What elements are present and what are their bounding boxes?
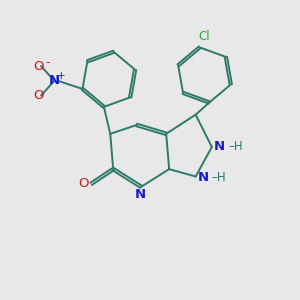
Text: +: + [56, 70, 65, 80]
Text: -: - [45, 56, 50, 69]
Text: Cl: Cl [199, 29, 210, 43]
Text: N: N [214, 140, 225, 153]
Text: N: N [49, 74, 60, 87]
Text: –H: –H [228, 140, 243, 153]
Text: N: N [198, 171, 209, 184]
Text: –H: –H [212, 171, 226, 184]
Text: O: O [34, 60, 44, 73]
Text: N: N [135, 188, 146, 201]
Text: O: O [34, 89, 44, 102]
Text: O: O [79, 177, 89, 190]
